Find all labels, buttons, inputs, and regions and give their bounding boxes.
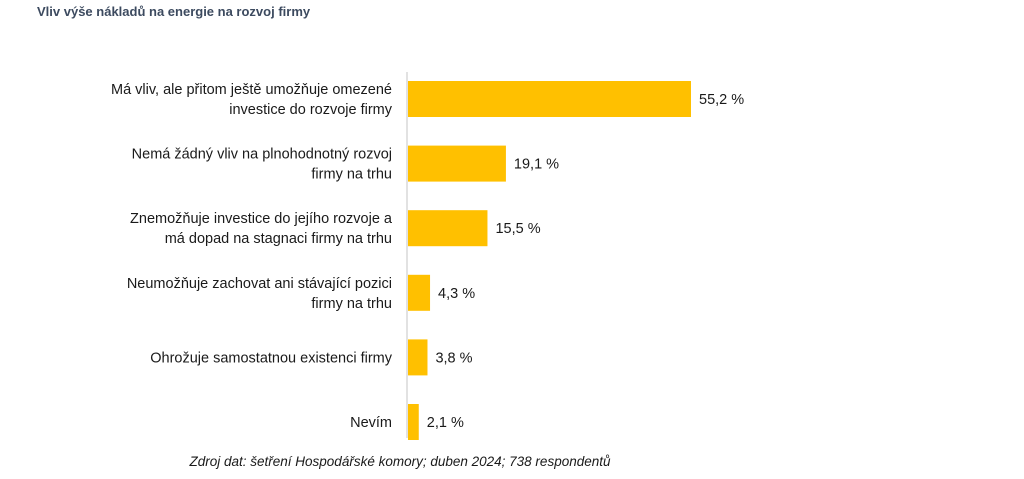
bars-group: 55,2 % Má vliv, ale přitom ještě umožňuje… — [111, 81, 744, 440]
category-label: investice do rozvoje firmy — [229, 102, 393, 118]
chart-title: Vliv výše nákladů na energie na rozvoj f… — [37, 4, 311, 19]
category-label: Znemožňuje investice do jejího rozvoje a — [130, 211, 393, 227]
bar-value-label: 2,1 % — [427, 415, 464, 431]
bar — [408, 81, 691, 117]
category-label: Nemá žádný vliv na plnohodnotný rozvoj — [132, 147, 392, 163]
bar — [408, 404, 419, 440]
category-label: Má vliv, ale přitom ještě umožňuje omeze… — [111, 82, 392, 98]
bar-value-label: 55,2 % — [699, 92, 744, 108]
category-label: firmy na trhu — [311, 296, 392, 312]
category-label: Ohrožuje samostatnou existenci firmy — [150, 350, 393, 366]
category-label: Neumožňuje zachovat ani stávající pozici — [127, 276, 392, 292]
bar — [408, 339, 428, 376]
source-note: Zdroj dat: šetření Hospodářské komory; d… — [189, 454, 611, 469]
bar — [408, 145, 506, 182]
bar-value-label: 19,1 % — [514, 157, 559, 173]
bar — [408, 274, 431, 311]
bar-value-label: 15,5 % — [495, 221, 540, 237]
bar-value-label: 3,8 % — [435, 350, 472, 366]
category-label: Nevím — [350, 415, 392, 431]
category-label: firmy na trhu — [311, 167, 392, 183]
category-label: má dopad na stagnaci firmy na trhu — [165, 231, 392, 247]
bar — [408, 210, 488, 247]
bar-value-label: 4,3 % — [438, 286, 475, 302]
